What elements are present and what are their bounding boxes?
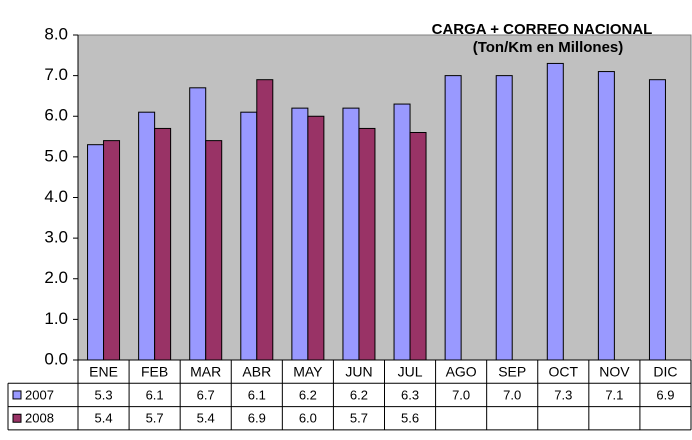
data-label: 7.0 bbox=[503, 387, 521, 402]
data-label: 6.9 bbox=[656, 387, 674, 402]
y-tick-label: 8.0 bbox=[44, 24, 68, 43]
bar bbox=[546, 62, 564, 361]
data-label: 6.1 bbox=[146, 387, 164, 402]
data-label: 7.3 bbox=[554, 387, 572, 402]
bar bbox=[307, 115, 325, 361]
chart-title: CARGA + CORREO NACIONAL bbox=[432, 21, 653, 38]
x-tick-label: AGO bbox=[446, 363, 477, 379]
bar bbox=[154, 127, 172, 361]
data-label: 6.7 bbox=[197, 387, 215, 402]
data-label: 6.0 bbox=[299, 411, 317, 426]
bar bbox=[358, 127, 376, 361]
bar bbox=[393, 103, 411, 361]
bar bbox=[409, 132, 427, 361]
data-label: 6.1 bbox=[248, 387, 266, 402]
data-label: 5.6 bbox=[401, 411, 419, 426]
data-label: 6.2 bbox=[299, 387, 317, 402]
plot-area bbox=[77, 34, 692, 361]
x-tick-label: JUL bbox=[398, 363, 423, 379]
legend-label: 2007 bbox=[25, 387, 54, 402]
data-label: 5.7 bbox=[350, 411, 368, 426]
data-label: 6.9 bbox=[248, 411, 266, 426]
bar bbox=[138, 111, 156, 361]
x-tick-label: DIC bbox=[653, 363, 677, 379]
x-tick-label: FEB bbox=[141, 363, 168, 379]
data-label: 5.3 bbox=[95, 387, 113, 402]
legend-label: 2008 bbox=[25, 411, 54, 426]
bar bbox=[291, 107, 309, 361]
bar bbox=[205, 140, 223, 361]
bar bbox=[87, 144, 105, 361]
x-tick-label: JUN bbox=[345, 363, 372, 379]
bar bbox=[648, 79, 666, 361]
bar bbox=[256, 79, 274, 361]
x-tick-label: SEP bbox=[498, 363, 526, 379]
bar bbox=[597, 71, 615, 361]
data-label: 5.7 bbox=[146, 411, 164, 426]
x-tick-label: NOV bbox=[599, 363, 630, 379]
data-label: 7.1 bbox=[605, 387, 623, 402]
y-tick-label: 7.0 bbox=[44, 65, 68, 84]
chart-subtitle: (Ton/Km en Millones) bbox=[473, 39, 624, 56]
bar bbox=[495, 75, 513, 361]
y-tick-label: 6.0 bbox=[44, 106, 68, 125]
data-label: 6.3 bbox=[401, 387, 419, 402]
x-tick-label: OCT bbox=[549, 363, 579, 379]
x-tick-label: ENE bbox=[89, 363, 118, 379]
data-label: 7.0 bbox=[452, 387, 470, 402]
y-tick-label: 4.0 bbox=[44, 187, 68, 206]
x-tick-label: MAY bbox=[293, 363, 323, 379]
legend-key bbox=[12, 390, 22, 400]
x-tick-label: MAR bbox=[190, 363, 221, 379]
y-tick-label: 5.0 bbox=[44, 146, 68, 165]
bar bbox=[189, 87, 207, 361]
y-tick-label: 2.0 bbox=[44, 268, 68, 287]
data-label: 6.2 bbox=[350, 387, 368, 402]
bar bbox=[240, 111, 258, 361]
bar bbox=[342, 107, 360, 361]
legend-key bbox=[12, 413, 22, 423]
y-tick-label: 3.0 bbox=[44, 228, 68, 247]
bar bbox=[103, 140, 121, 361]
y-tick-label: 1.0 bbox=[44, 309, 68, 328]
data-label: 5.4 bbox=[197, 411, 215, 426]
data-label: 5.4 bbox=[95, 411, 113, 426]
bar bbox=[444, 75, 462, 361]
x-tick-label: ABR bbox=[242, 363, 271, 379]
y-tick-label: 0.0 bbox=[44, 349, 68, 368]
